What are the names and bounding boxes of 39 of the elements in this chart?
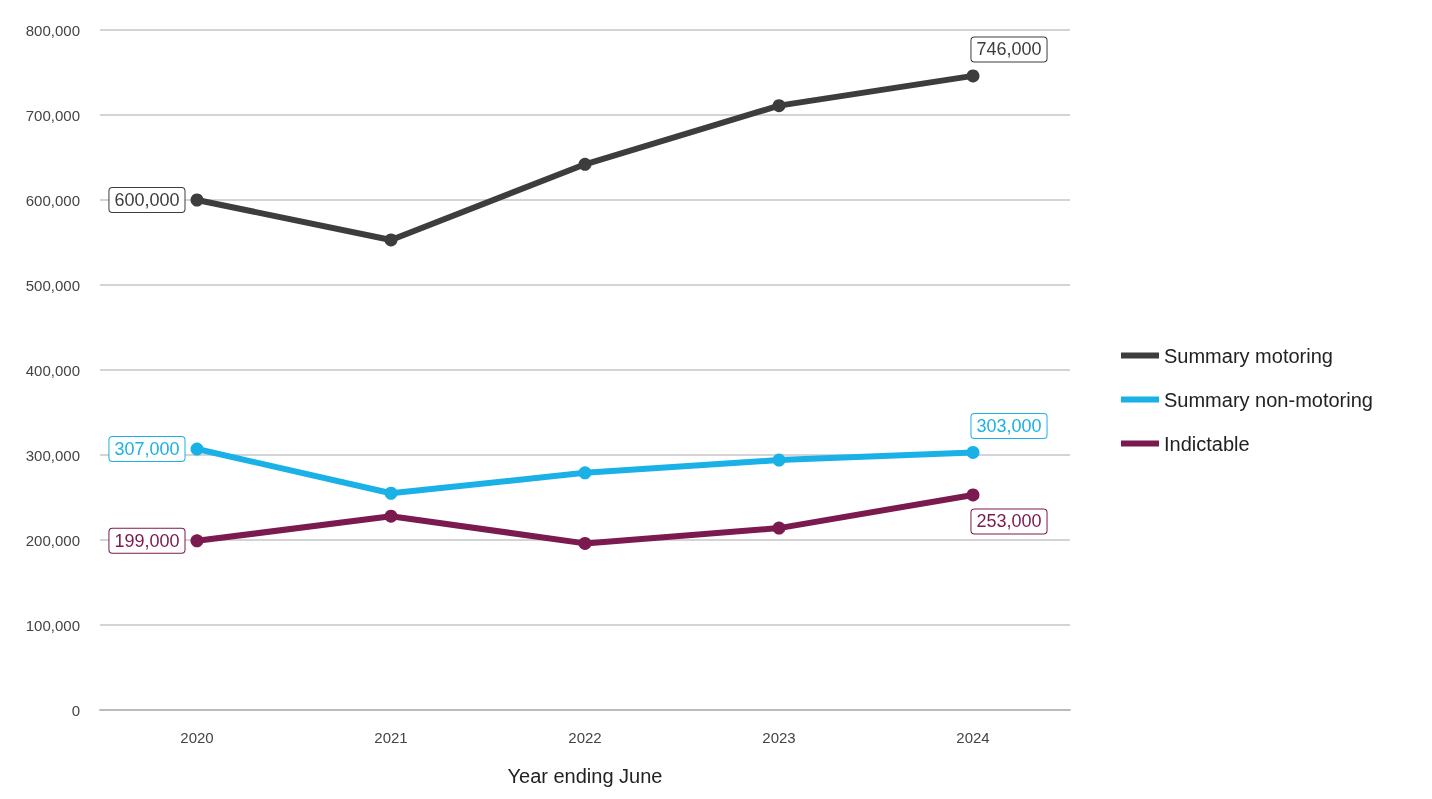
point — [384, 509, 398, 523]
point — [190, 534, 204, 548]
data-label: 600,000 — [114, 190, 180, 210]
y-tick-label: 500,000 — [25, 276, 80, 294]
point — [966, 69, 980, 83]
y-tick-label: 300,000 — [25, 446, 80, 464]
point — [772, 521, 786, 535]
data-label: 199,000 — [114, 530, 180, 551]
point — [578, 157, 592, 171]
x-tick-label: 2020 — [180, 729, 214, 746]
point — [772, 453, 786, 467]
point — [190, 193, 204, 207]
point — [190, 442, 204, 456]
y-tick-label: 400,000 — [25, 361, 80, 379]
point — [384, 486, 398, 500]
point — [384, 233, 398, 247]
x-tick-label: 2022 — [568, 729, 602, 746]
point — [772, 99, 786, 113]
legend-label: Summary motoring — [1164, 344, 1333, 367]
x-axis-title: Year ending June — [507, 765, 663, 787]
data-label: 253,000 — [976, 511, 1042, 532]
x-tick-label: 2024 — [956, 729, 990, 746]
legend-label: Summary non-motoring — [1164, 388, 1373, 411]
point — [578, 536, 592, 550]
point — [966, 445, 980, 459]
y-tick-label: 700,000 — [25, 106, 80, 124]
legend-label: Indictable — [1164, 432, 1250, 455]
data-label: 307,000 — [114, 439, 180, 460]
x-tick-label: 2023 — [762, 729, 796, 746]
data-label: 303,000 — [976, 415, 1042, 436]
y-tick-label: 0 — [71, 701, 80, 719]
point — [966, 488, 980, 502]
y-tick-label: 800,000 — [25, 21, 80, 39]
point — [578, 466, 592, 480]
x-tick-label: 2021 — [374, 729, 408, 746]
data-label: 746,000 — [976, 39, 1042, 60]
y-tick-label: 100,000 — [25, 616, 80, 634]
y-tick-label: 200,000 — [25, 531, 80, 549]
y-tick-label: 600,000 — [25, 191, 80, 209]
